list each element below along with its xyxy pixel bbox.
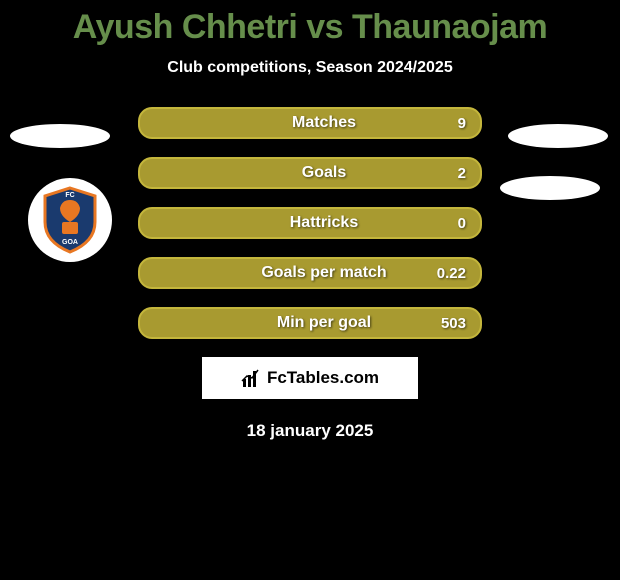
stat-label: Goals [274, 164, 346, 182]
date-label: 18 january 2025 [0, 421, 620, 441]
stat-row: Hattricks 0 [138, 207, 482, 239]
stat-value: 0.22 [437, 265, 466, 282]
stat-row: Matches 9 [138, 107, 482, 139]
stat-row: Goals per match 0.22 [138, 257, 482, 289]
comparison-card: Ayush Chhetri vs Thaunaojam Club competi… [0, 0, 620, 580]
stat-label: Matches [264, 114, 356, 132]
stat-value: 2 [458, 165, 466, 182]
bar-chart-icon [241, 367, 263, 389]
club-logo: FC GOA [28, 178, 112, 262]
stat-row: Goals 2 [138, 157, 482, 189]
stat-value: 9 [458, 115, 466, 132]
stat-value: 0 [458, 215, 466, 232]
subtitle: Club competitions, Season 2024/2025 [0, 59, 620, 77]
right-ellipse-2 [500, 176, 600, 200]
stat-label: Hattricks [262, 214, 358, 232]
stat-label: Min per goal [249, 314, 371, 332]
svg-text:FC: FC [65, 192, 74, 199]
stat-label: Goals per match [233, 264, 386, 282]
stat-value: 503 [441, 315, 466, 332]
left-ellipse-1 [10, 124, 110, 148]
page-title: Ayush Chhetri vs Thaunaojam [0, 0, 620, 47]
brand-box[interactable]: FcTables.com [202, 357, 418, 399]
right-ellipse-1 [508, 124, 608, 148]
fc-goa-shield-icon: FC GOA [40, 186, 100, 254]
svg-text:GOA: GOA [62, 239, 78, 246]
stat-row: Min per goal 503 [138, 307, 482, 339]
brand-label: FcTables.com [267, 368, 379, 388]
